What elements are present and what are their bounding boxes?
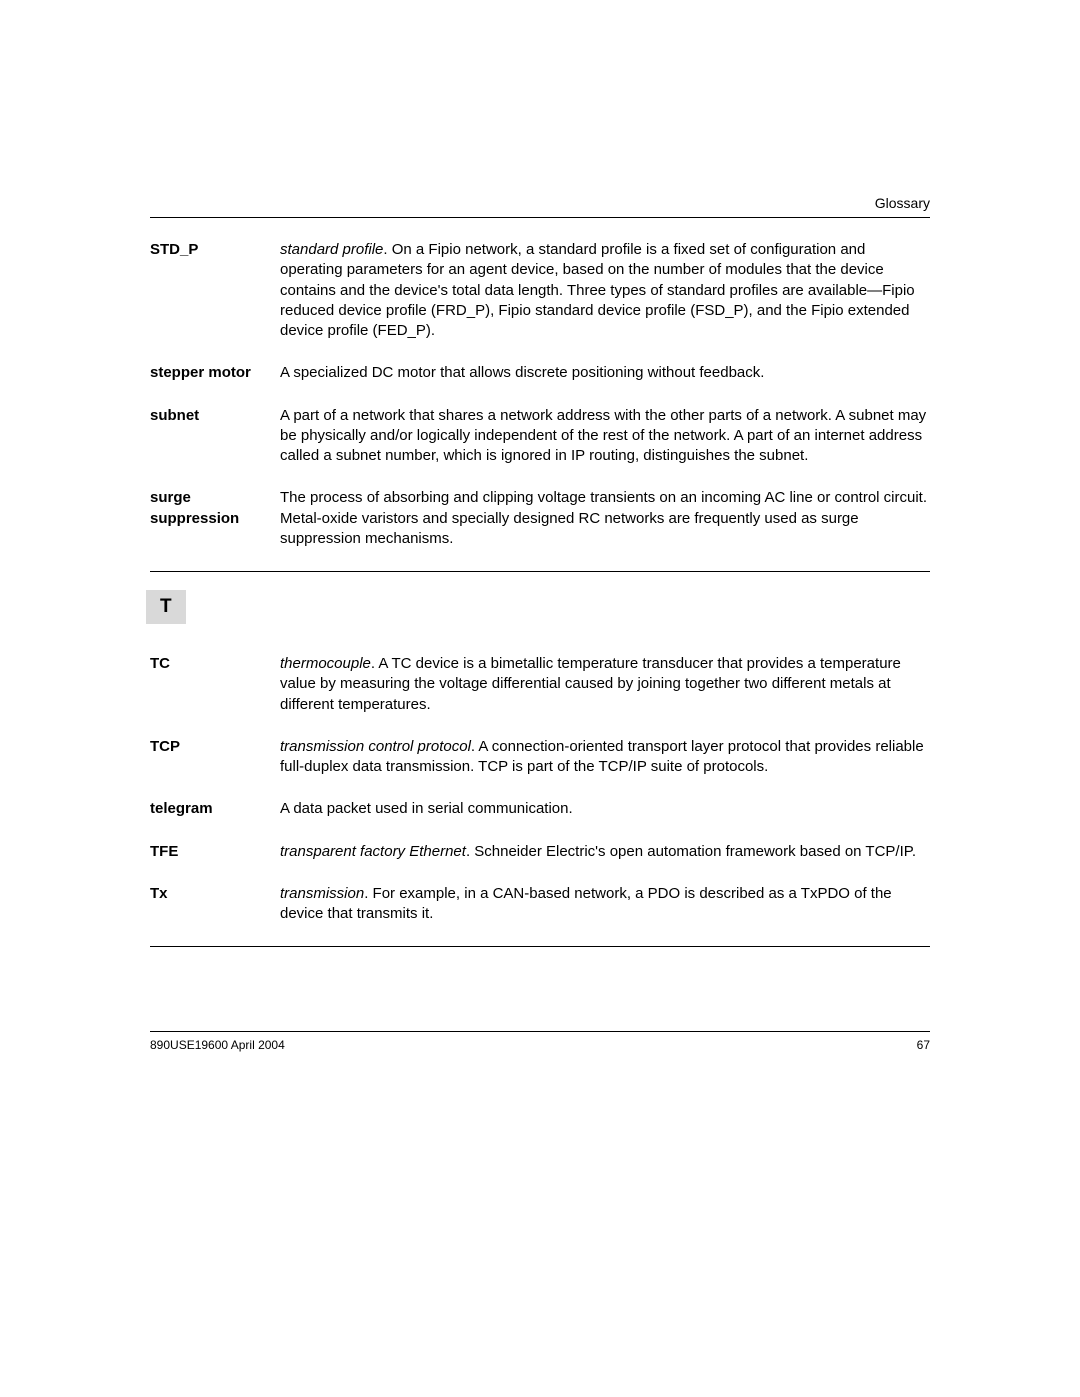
header-section-label: Glossary [150,195,930,211]
definition-text: . For example, in a CAN-based network, a… [280,885,892,922]
definition-text: . Schneider Electric's open automation f… [466,843,916,860]
glossary-definition: A specialized DC motor that allows discr… [280,363,930,383]
glossary-definition: transmission. For example, in a CAN-base… [280,884,930,925]
footer-docref: 890USE19600 April 2004 [150,1038,285,1052]
glossary-term: telegram [150,799,280,819]
glossary-entry: STD_P standard profile. On a Fipio netwo… [150,240,930,341]
page-header: Glossary [150,195,930,218]
glossary-entry: TC thermocouple. A TC device is a bimeta… [150,654,930,715]
glossary-entry: TFE transparent factory Ethernet. Schnei… [150,842,930,862]
glossary-entry: Tx transmission. For example, in a CAN-b… [150,884,930,925]
definition-leadword: transparent factory Ethernet [280,843,466,860]
glossary-term: Tx [150,884,280,925]
glossary-term: TC [150,654,280,715]
definition-text: A data packet used in serial communicati… [280,800,573,817]
glossary-term: TFE [150,842,280,862]
definition-text: The process of absorbing and clipping vo… [280,489,927,547]
glossary-term: subnet [150,406,280,467]
definition-leadword: standard profile [280,241,383,258]
definition-text: A part of a network that shares a networ… [280,407,926,465]
glossary-definition: The process of absorbing and clipping vo… [280,488,930,549]
definition-leadword: transmission control protocol [280,738,471,755]
glossary-definition: transmission control protocol. A connect… [280,737,930,778]
footer-inner: 890USE19600 April 2004 67 [150,1031,930,1052]
definition-leadword: transmission [280,885,364,902]
glossary-term: TCP [150,737,280,778]
glossary-definition: transparent factory Ethernet. Schneider … [280,842,930,862]
glossary-term: STD_P [150,240,280,341]
glossary-definition: standard profile. On a Fipio network, a … [280,240,930,341]
glossary-entry: telegram A data packet used in serial co… [150,799,930,819]
glossary-entry: surge suppression The process of absorbi… [150,488,930,549]
bottom-rule [150,946,930,947]
definition-text: . A TC device is a bimetallic temperatur… [280,655,901,713]
glossary-term: surge suppression [150,488,280,549]
definition-leadword: thermocouple [280,655,371,672]
section-rule [150,571,930,572]
glossary-term: stepper motor [150,363,280,383]
page-footer: 890USE19600 April 2004 67 [150,1031,930,1052]
glossary-definition: thermocouple. A TC device is a bimetalli… [280,654,930,715]
definition-text: A specialized DC motor that allows discr… [280,364,764,381]
footer-page-number: 67 [917,1038,930,1052]
glossary-entry: TCP transmission control protocol. A con… [150,737,930,778]
section-letter: T [146,590,186,624]
glossary-definition: A part of a network that shares a networ… [280,406,930,467]
page-content: Glossary STD_P standard profile. On a Fi… [0,0,1080,947]
glossary-definition: A data packet used in serial communicati… [280,799,930,819]
glossary-entry: stepper motor A specialized DC motor tha… [150,363,930,383]
header-rule [150,217,930,218]
glossary-entry: subnet A part of a network that shares a… [150,406,930,467]
